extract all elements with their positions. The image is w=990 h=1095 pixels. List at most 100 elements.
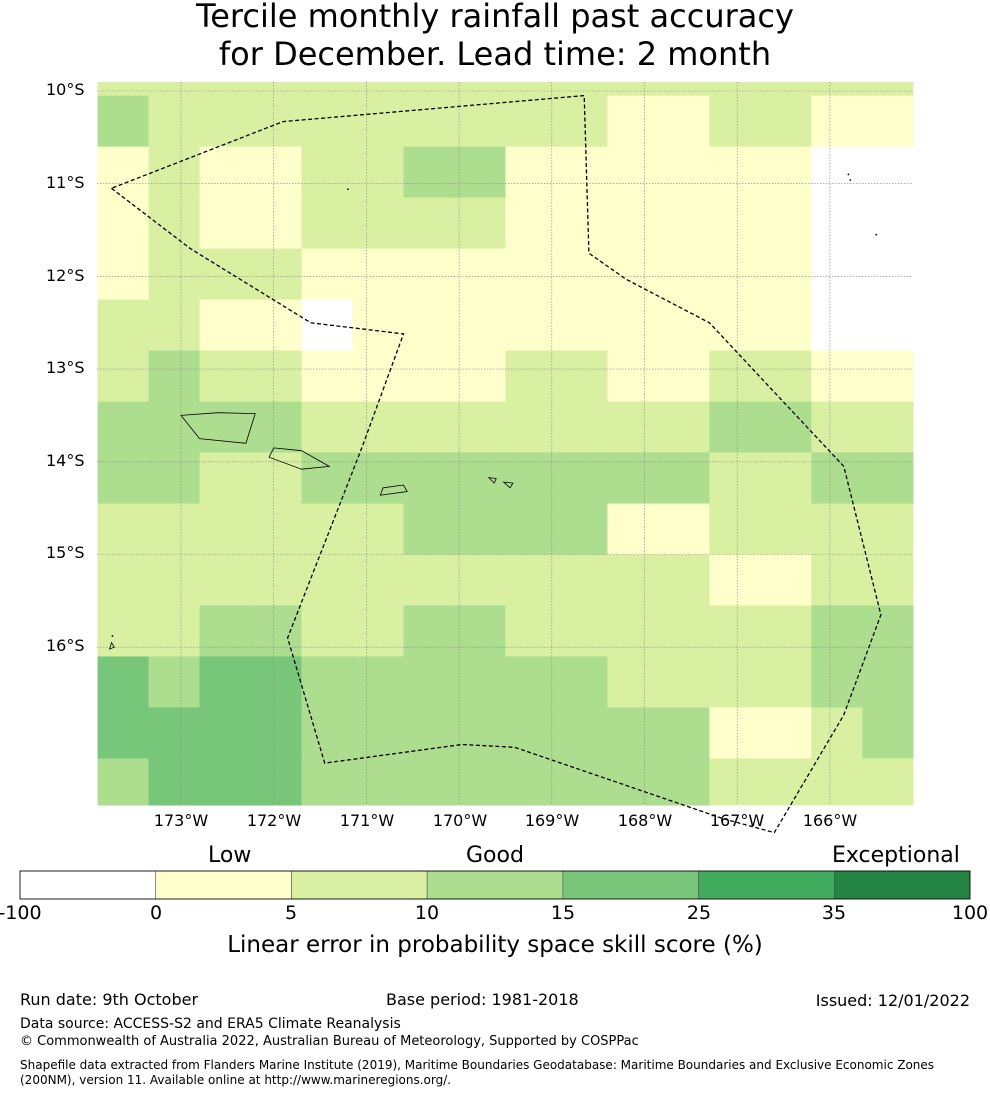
skill-cell: [403, 248, 455, 301]
lon-label-170w: 170°W: [432, 811, 488, 830]
skill-cell: [301, 197, 353, 250]
skill-cell: [760, 554, 812, 606]
skill-cell: [607, 707, 659, 759]
skill-cell: [862, 197, 914, 250]
colorbar-segment: [833, 870, 971, 900]
skill-cell: [811, 299, 863, 352]
skill-cell: [301, 350, 353, 403]
skill-cell: [607, 299, 659, 352]
colorbar-segment: [426, 870, 564, 900]
skill-cell: [148, 452, 201, 505]
skill-cell: [148, 95, 201, 148]
lat-label-15s: 15°S: [46, 543, 85, 562]
skill-cell: [760, 656, 812, 708]
skill-cell: [760, 605, 812, 657]
skill-cell: [148, 401, 201, 454]
lon-label-171w: 171°W: [339, 811, 395, 830]
skill-cell: [556, 350, 608, 403]
skill-cell: [607, 503, 659, 555]
skill-cell: [454, 350, 506, 403]
skill-cell: [454, 299, 506, 352]
skill-cell: [811, 350, 863, 403]
skill-cell: [352, 503, 404, 555]
lon-label-167w: 167°W: [709, 811, 765, 830]
skill-cell: [862, 95, 914, 148]
skill-cell: [760, 197, 812, 250]
skill-cell: [607, 554, 659, 606]
skill-cell: [454, 605, 506, 657]
colorbar-label: Linear error in probability space skill …: [227, 932, 763, 958]
skill-cell: [97, 95, 150, 148]
skill-cell: [199, 197, 252, 250]
skill-cell: [301, 82, 353, 97]
skill-cell: [250, 758, 303, 806]
skill-cell: [301, 248, 353, 301]
skill-cell: [250, 605, 303, 657]
skill-cell: [199, 82, 252, 97]
skill-cell: [97, 146, 150, 199]
skill-cell: [811, 503, 863, 555]
skill-cell: [454, 503, 506, 555]
skill-cell: [148, 299, 201, 352]
skill-cell: [505, 656, 557, 708]
skill-cell: [811, 605, 863, 657]
skill-cell: [301, 452, 353, 505]
skill-cell: [760, 758, 812, 806]
skill-cell: [301, 758, 353, 806]
lat-label-16s: 16°S: [46, 636, 85, 655]
skill-cell: [250, 707, 303, 759]
skill-cell: [403, 452, 455, 505]
skill-cell: [454, 707, 506, 759]
skill-cell: [811, 82, 863, 97]
skill-cell: [250, 248, 303, 301]
skill-cell: [403, 707, 455, 759]
skill-cell: [454, 248, 506, 301]
skill-cell: [709, 248, 761, 301]
skill-cell: [709, 146, 761, 199]
skill-cell: [199, 605, 252, 657]
skill-cell: [658, 554, 710, 606]
skill-cell: [403, 758, 455, 806]
skill-cell: [607, 452, 659, 505]
skill-cell: [811, 146, 863, 199]
skill-cell: [199, 401, 252, 454]
skill-cell: [658, 707, 710, 759]
skill-cell: [556, 503, 608, 555]
skill-cell: [862, 299, 914, 352]
colorbar-frame: [19, 870, 971, 900]
skill-cell: [403, 554, 455, 606]
island-outline: [502, 481, 514, 489]
skill-cell: [760, 82, 812, 97]
skill-cell: [556, 146, 608, 199]
skill-cell: [505, 452, 557, 505]
base-period: Base period: 1981-2018: [386, 990, 579, 1009]
skill-cell: [505, 197, 557, 250]
skill-cell: [352, 248, 404, 301]
skill-cell: [403, 82, 455, 97]
skill-cell: [556, 452, 608, 505]
skill-cell: [811, 656, 863, 708]
skill-cell: [97, 554, 150, 606]
skill-cell: [352, 95, 404, 148]
skill-cell: [97, 350, 150, 403]
skill-cell: [556, 82, 608, 97]
skill-cell: [403, 350, 455, 403]
skill-cell: [199, 503, 252, 555]
skill-cell: [658, 95, 710, 148]
skill-cell: [301, 146, 353, 199]
skill-cell: [556, 605, 608, 657]
skill-cell: [352, 452, 404, 505]
island-outline: [487, 477, 497, 484]
lon-label-168w: 168°W: [617, 811, 673, 830]
islands: [108, 173, 878, 650]
skill-cell: [556, 248, 608, 301]
skill-cell: [760, 401, 812, 454]
skill-cell: [250, 82, 303, 97]
skill-cell: [556, 758, 608, 806]
eez-boundary: [111, 94, 882, 834]
skill-cell: [505, 503, 557, 555]
skill-cell: [811, 452, 863, 505]
skill-cell: [556, 401, 608, 454]
skill-cell: [709, 503, 761, 555]
